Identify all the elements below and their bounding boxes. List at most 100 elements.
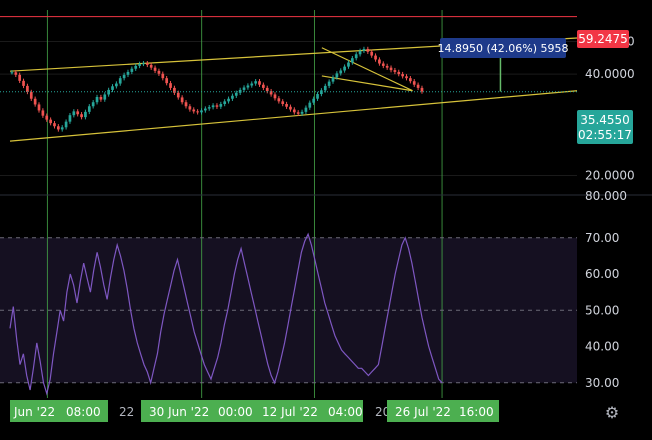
resistance-badge[interactable]: 59.2475 (577, 30, 629, 48)
candle (29, 89, 33, 101)
time-axis[interactable]: Jun '22 08:00 22 30 Jun '22 00:00 12 Jul… (0, 398, 652, 440)
last-price-value: 35.4550 (580, 113, 630, 127)
time-label-jun22: Jun '22 (13, 405, 55, 419)
candle (142, 61, 145, 67)
rsi-band-lines (0, 237, 577, 384)
candle (393, 67, 397, 75)
candle-body (223, 101, 227, 105)
candle (262, 82, 265, 91)
candle-body (231, 95, 234, 99)
candle (401, 71, 404, 79)
time-label-0000: 00:00 (218, 405, 253, 419)
candle (316, 91, 319, 101)
candle-body (409, 78, 412, 82)
candle-body (254, 81, 257, 84)
candle (91, 100, 95, 109)
candle (157, 68, 161, 76)
candle (281, 99, 285, 107)
candle-body (316, 94, 319, 99)
candle-body (169, 83, 172, 88)
candle (273, 92, 277, 101)
candle (312, 96, 316, 105)
channel-lower-line[interactable] (9, 90, 578, 142)
candle (354, 52, 358, 61)
candle (41, 108, 45, 118)
price-tick-label: 40.0000 (585, 67, 635, 81)
candle-body (378, 59, 381, 64)
candle-body (347, 62, 350, 67)
rsi-tick-label: 50.00 (585, 303, 619, 317)
time-label-bg-3 (387, 400, 499, 422)
candle (331, 75, 335, 84)
candle (381, 61, 385, 69)
candle-body (72, 111, 76, 116)
candle-body (397, 71, 401, 75)
candle-body (292, 109, 296, 113)
candle (118, 75, 122, 86)
candle-body (149, 64, 153, 68)
candle (72, 109, 76, 118)
candle-body (312, 98, 316, 103)
candle-body (145, 63, 149, 65)
candle (173, 85, 176, 96)
candle-body (381, 63, 385, 66)
last-price-badge[interactable]: 35.4550 02:55:17 (577, 110, 633, 144)
candle-body (103, 94, 107, 100)
last-price-countdown: 02:55:17 (578, 128, 632, 142)
rsi-tick-label: 30.00 (585, 376, 619, 390)
candle-body (68, 115, 72, 122)
candle-body (385, 65, 389, 68)
candle (192, 107, 196, 114)
price-tick-label: 20.0000 (585, 168, 635, 182)
candle (115, 81, 118, 89)
candle-body (374, 55, 377, 60)
candle-body (343, 66, 346, 71)
candle-body (304, 107, 308, 112)
candle (285, 101, 288, 109)
rsi-scale[interactable]: 70.00 60.00 50.00 40.00 30.00 (585, 231, 619, 390)
candle-body (57, 126, 60, 130)
candle (95, 94, 99, 105)
candle-body (300, 111, 304, 114)
candle (339, 68, 343, 76)
candle (227, 96, 230, 104)
time-label-0800: 08:00 (66, 405, 101, 419)
candle-body (161, 73, 165, 79)
gear-icon[interactable]: ⚙ (604, 403, 620, 422)
measure-badge[interactable]: 14.8950 (42.06%) 5958 (437, 38, 569, 58)
candle (308, 100, 312, 110)
candle (234, 90, 238, 98)
candle-body (22, 80, 25, 86)
measure-badge-bg (440, 38, 566, 58)
candle-body (111, 86, 114, 90)
price-tick-label-clipped: 80.000 (585, 189, 627, 203)
candle (416, 82, 420, 91)
candle (254, 79, 257, 86)
candle (18, 72, 22, 84)
candle (358, 48, 362, 57)
candle-body (60, 127, 64, 130)
candle-body (242, 87, 246, 90)
candle-body (84, 111, 87, 118)
candle (343, 64, 346, 73)
candle-body (37, 104, 41, 111)
wedge-upper-line[interactable] (321, 47, 413, 92)
candle-body (203, 108, 207, 111)
candle (215, 103, 219, 109)
candle (378, 57, 381, 66)
candle-body (246, 85, 250, 88)
candle-body (358, 50, 362, 55)
resistance-badge-label: 59.2475 (578, 32, 628, 46)
candle-body (412, 81, 416, 85)
candle (14, 70, 18, 78)
candle-body (362, 48, 366, 51)
candle-body (416, 84, 420, 88)
candle-body (273, 94, 277, 99)
candle-body (80, 114, 83, 118)
candle (134, 63, 138, 71)
candle (80, 112, 83, 120)
rsi-tick-label: 70.00 (585, 231, 619, 245)
candle (87, 104, 91, 115)
